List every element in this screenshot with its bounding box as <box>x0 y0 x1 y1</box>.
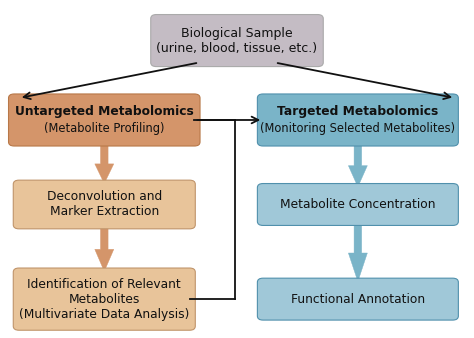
FancyBboxPatch shape <box>13 180 195 229</box>
Polygon shape <box>348 143 367 187</box>
Text: Metabolite Concentration: Metabolite Concentration <box>280 198 436 211</box>
Text: Targeted Metabolomics: Targeted Metabolomics <box>277 105 438 118</box>
Polygon shape <box>348 222 367 282</box>
FancyBboxPatch shape <box>9 94 200 146</box>
Text: (Metabolite Profiling): (Metabolite Profiling) <box>44 122 164 135</box>
Text: Identification of Relevant
Metabolites
(Multivariate Data Analysis): Identification of Relevant Metabolites (… <box>19 277 190 321</box>
Text: Untargeted Metabolomics: Untargeted Metabolomics <box>15 105 194 118</box>
FancyBboxPatch shape <box>257 184 458 225</box>
Text: Functional Annotation: Functional Annotation <box>291 293 425 306</box>
Polygon shape <box>95 225 114 271</box>
FancyBboxPatch shape <box>257 94 458 146</box>
FancyBboxPatch shape <box>257 278 458 320</box>
Text: (Monitoring Selected Metabolites): (Monitoring Selected Metabolites) <box>260 122 456 135</box>
Text: Deconvolution and
Marker Extraction: Deconvolution and Marker Extraction <box>46 191 162 218</box>
Text: Biological Sample
(urine, blood, tissue, etc.): Biological Sample (urine, blood, tissue,… <box>156 27 318 54</box>
FancyBboxPatch shape <box>151 15 323 67</box>
FancyBboxPatch shape <box>13 268 195 330</box>
Polygon shape <box>95 143 114 184</box>
